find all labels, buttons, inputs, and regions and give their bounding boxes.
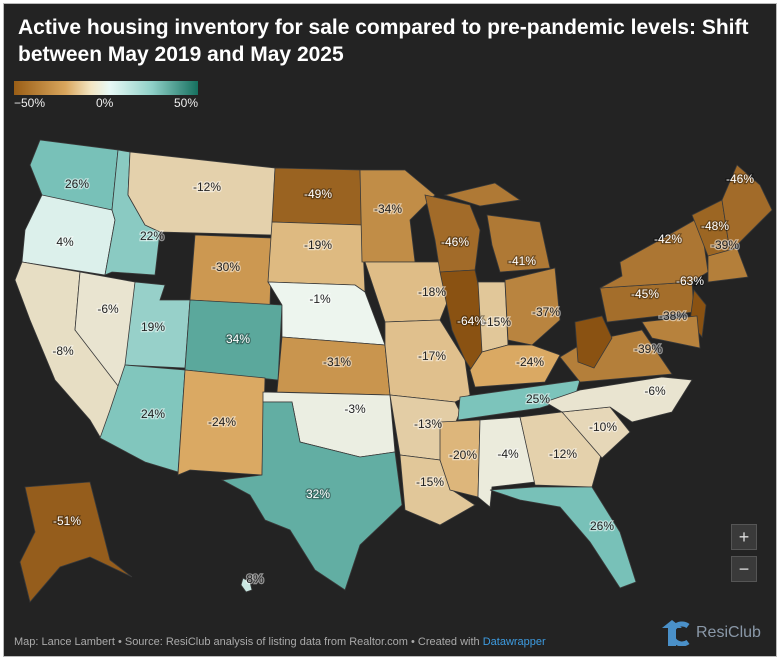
legend-max: 50% bbox=[173, 96, 198, 110]
zoom-in-button[interactable]: + bbox=[731, 524, 757, 550]
color-legend: −50% 0% 50% bbox=[14, 81, 198, 110]
state-sd[interactable] bbox=[267, 221, 366, 293]
state-label-nj: -63% bbox=[676, 274, 704, 288]
state-label-mt: -12% bbox=[193, 180, 221, 194]
state-label-md: -38% bbox=[659, 309, 687, 323]
credit-text: Map: Lance Lambert • Source: ResiClub an… bbox=[14, 636, 483, 648]
state-label-oh: -37% bbox=[532, 305, 560, 319]
resiclub-logo: ResiClub bbox=[660, 620, 761, 646]
state-label-wa: 26% bbox=[65, 177, 89, 191]
state-label-tx: 32% bbox=[306, 487, 330, 501]
state-label-tn: 25% bbox=[526, 392, 550, 406]
state-me[interactable] bbox=[721, 164, 773, 253]
state-label-ma: -39% bbox=[711, 238, 739, 252]
state-label-ky: -24% bbox=[516, 355, 544, 369]
state-label-va: -39% bbox=[634, 342, 662, 356]
state-label-vtnh: -48% bbox=[701, 219, 729, 233]
state-ia[interactable] bbox=[364, 261, 453, 323]
state-label-sc: -10% bbox=[589, 420, 617, 434]
state-label-wy: -30% bbox=[212, 260, 240, 274]
state-label-il: -64% bbox=[457, 314, 485, 328]
state-label-nm: -24% bbox=[208, 415, 236, 429]
state-ga[interactable] bbox=[519, 411, 603, 488]
state-ms[interactable] bbox=[439, 419, 481, 498]
state-label-az: 24% bbox=[141, 407, 165, 421]
state-label-nc: -6% bbox=[644, 384, 666, 398]
state-label-nv: -6% bbox=[97, 302, 119, 316]
state-label-ok: -3% bbox=[344, 402, 366, 416]
state-hi[interactable] bbox=[240, 577, 253, 593]
state-ny[interactable] bbox=[599, 216, 709, 289]
state-label-in: -15% bbox=[483, 315, 511, 329]
state-label-ne: -1% bbox=[309, 292, 331, 306]
legend-gradient bbox=[14, 81, 198, 95]
state-wv[interactable] bbox=[574, 315, 613, 369]
state-label-fl: 26% bbox=[590, 519, 614, 533]
state-label-me: -46% bbox=[726, 172, 754, 186]
datawrapper-link[interactable]: Datawrapper bbox=[482, 636, 546, 648]
state-ky[interactable] bbox=[469, 344, 561, 388]
state-label-al: -4% bbox=[497, 447, 519, 461]
state-label-ar: -13% bbox=[414, 417, 442, 431]
state-md[interactable] bbox=[641, 315, 701, 349]
state-label-ak: -51% bbox=[53, 514, 81, 528]
state-label-ca: -8% bbox=[52, 344, 74, 358]
state-label-wi: -46% bbox=[441, 235, 469, 249]
state-label-ny: -42% bbox=[654, 232, 682, 246]
brand-name: ResiClub bbox=[696, 624, 761, 641]
state-label-ia: -18% bbox=[418, 285, 446, 299]
state-mi[interactable] bbox=[486, 214, 551, 273]
zoom-out-button[interactable]: − bbox=[731, 556, 757, 582]
state-label-nd: -49% bbox=[304, 187, 332, 201]
state-mn[interactable] bbox=[359, 169, 436, 263]
map-title: Active housing inventory for sale compar… bbox=[18, 16, 749, 66]
state-label-ga: -12% bbox=[549, 447, 577, 461]
state-mi[interactable] bbox=[443, 182, 522, 207]
state-oh[interactable] bbox=[504, 267, 561, 346]
state-label-ms: -20% bbox=[449, 448, 477, 462]
state-label-mi: -41% bbox=[508, 254, 536, 268]
state-fl[interactable] bbox=[489, 486, 637, 589]
state-label-la: -15% bbox=[416, 475, 444, 489]
state-label-ut: 19% bbox=[141, 320, 165, 334]
legend-min: −50% bbox=[14, 96, 46, 110]
state-label-pa: -45% bbox=[631, 287, 659, 301]
state-label-mn: -34% bbox=[374, 202, 402, 216]
state-label-id: 22% bbox=[140, 229, 164, 243]
state-nc[interactable] bbox=[544, 376, 693, 423]
state-nm[interactable] bbox=[177, 369, 266, 476]
state-ak[interactable] bbox=[19, 481, 133, 603]
state-label-ks: -31% bbox=[323, 355, 351, 369]
state-label-or: 4% bbox=[56, 235, 74, 249]
state-label-hi: 8% bbox=[246, 572, 264, 586]
resiclub-logo-icon bbox=[662, 620, 690, 646]
legend-mid: 0% bbox=[96, 96, 114, 110]
state-label-sd: -19% bbox=[304, 238, 332, 252]
state-ma[interactable] bbox=[707, 247, 749, 283]
footer-credit: Map: Lance Lambert • Source: ResiClub an… bbox=[14, 636, 546, 648]
state-label-co: 34% bbox=[226, 332, 250, 346]
state-tx[interactable] bbox=[220, 401, 403, 591]
state-wi[interactable] bbox=[424, 194, 481, 273]
state-label-mo: -17% bbox=[418, 349, 446, 363]
